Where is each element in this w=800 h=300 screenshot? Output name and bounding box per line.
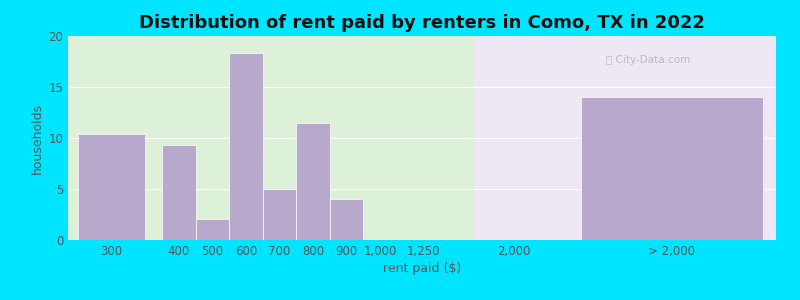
Bar [68, 36, 474, 240]
Bar [195, 219, 229, 240]
Bar [162, 145, 195, 240]
Bar [229, 53, 262, 240]
Bar [78, 134, 145, 240]
Bar [330, 199, 363, 240]
Y-axis label: households: households [31, 102, 44, 174]
Bar [296, 123, 330, 240]
Title: Distribution of rent paid by renters in Como, TX in 2022: Distribution of rent paid by renters in … [139, 14, 705, 32]
Bar [582, 97, 762, 240]
X-axis label: rent paid ($): rent paid ($) [383, 262, 461, 275]
Text: ⓘ City-Data.com: ⓘ City-Data.com [606, 56, 690, 65]
Bar [262, 189, 296, 240]
Bar [474, 36, 790, 240]
